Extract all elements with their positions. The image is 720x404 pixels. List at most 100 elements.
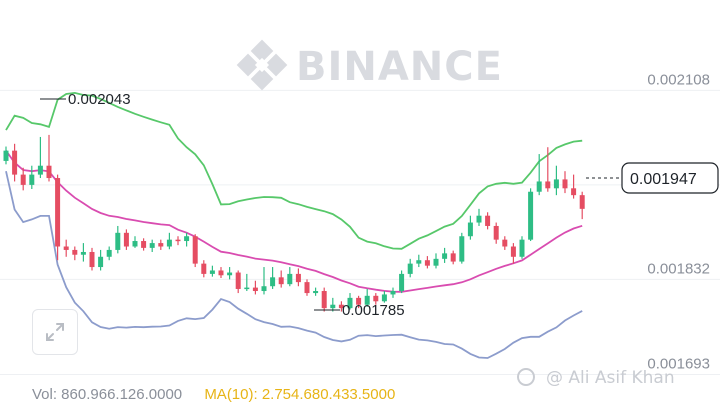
y-tick-label: 0.001832 [647, 260, 710, 277]
candle-body [235, 272, 241, 289]
high-price-callout: 0.002043 [40, 91, 131, 108]
candle-up [261, 267, 267, 295]
candle-down [235, 270, 241, 294]
candle-body [356, 297, 362, 305]
camera-icon [517, 368, 535, 386]
candle-body [149, 243, 155, 248]
candle-down [218, 267, 224, 279]
candle-body [37, 165, 43, 175]
candle-down [201, 260, 207, 278]
candle-body [510, 246, 516, 257]
candle-body [270, 277, 276, 287]
candle-body [3, 150, 9, 161]
candle-down [63, 239, 69, 257]
candle-body [115, 232, 121, 250]
candle-down [20, 167, 26, 191]
candle-up [407, 258, 413, 278]
candle-body [553, 179, 559, 189]
candle-up [347, 293, 353, 310]
candle-body [330, 304, 336, 309]
candle-body [579, 195, 585, 209]
candle-down [12, 143, 18, 182]
candle-up [459, 232, 465, 264]
candle-body [502, 239, 508, 247]
candle-body [407, 263, 413, 274]
candle-body [528, 191, 534, 240]
candle-up [29, 165, 35, 189]
candle-down [493, 222, 499, 244]
high-price-label: 0.002043 [68, 91, 131, 108]
candle-body [433, 258, 439, 266]
candle-body [89, 251, 95, 268]
ma-green-line [5, 91, 583, 250]
ma-blue-line [5, 171, 583, 359]
candle-up [132, 236, 138, 248]
candle-down [192, 234, 198, 268]
candle-up [528, 188, 534, 242]
expand-diagonal-icon [46, 323, 64, 341]
candles [3, 134, 585, 312]
watermark: BINANCE [236, 39, 502, 91]
candle-down [579, 191, 585, 220]
candle-body [184, 236, 190, 242]
candle-up [209, 265, 215, 277]
candle-body [519, 239, 525, 257]
candle-body [321, 291, 327, 309]
candle-body [201, 263, 207, 274]
candle-up [115, 225, 121, 254]
candle-body [485, 215, 491, 226]
candle-up [476, 208, 482, 226]
candle-up [381, 291, 387, 303]
candle-down [158, 239, 164, 250]
candle-body [175, 239, 181, 242]
candle-body [218, 270, 224, 276]
candle-up [244, 273, 250, 292]
candle-up [442, 247, 448, 263]
candle-down [141, 238, 147, 251]
candle-up [553, 165, 559, 196]
candle-body [12, 150, 18, 175]
candle-body [295, 273, 301, 283]
candle-down [424, 256, 430, 269]
candle-body [98, 256, 104, 268]
current-price-tag: 0.001947 [586, 162, 719, 194]
candle-down [304, 279, 310, 296]
candle-body [545, 181, 551, 189]
candle-up [270, 267, 276, 289]
candle-body [493, 225, 499, 240]
candle-down [72, 246, 78, 261]
current-price-label: 0.001947 [630, 171, 697, 188]
candle-body [141, 241, 147, 248]
candle-body [450, 253, 456, 262]
candle-up [287, 267, 293, 287]
moving-average-lines [5, 91, 583, 359]
candle-body [132, 241, 138, 247]
candle-up [184, 232, 190, 247]
expand-chart-button[interactable] [32, 309, 78, 355]
candle-body [347, 297, 353, 309]
candle-down [356, 295, 362, 309]
candle-body [424, 260, 430, 266]
candle-body [80, 251, 86, 255]
candle-up [416, 254, 422, 268]
candle-up [166, 232, 172, 250]
candle-up [37, 136, 43, 179]
y-tick-label: 0.001693 [647, 356, 710, 373]
candle-down [450, 250, 456, 265]
binance-logo-icon [236, 39, 288, 91]
candle-up [467, 215, 473, 240]
candle-down [321, 287, 327, 312]
candle-body [381, 294, 387, 302]
candle-down [545, 147, 551, 192]
low-price-callout: 0.001785 [314, 302, 405, 319]
candle-down [46, 134, 52, 182]
candle-body [227, 272, 233, 276]
candle-up [3, 146, 9, 165]
candle-body [459, 236, 465, 262]
candle-down [571, 174, 577, 199]
volume-text: Vol: 860.966.126.0000 [32, 386, 183, 403]
ma-pink-line [5, 150, 583, 293]
candle-body [399, 273, 405, 292]
